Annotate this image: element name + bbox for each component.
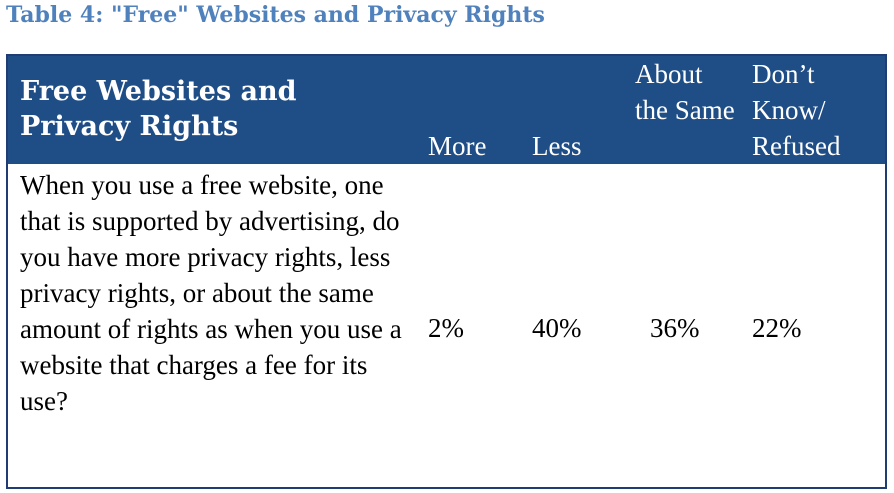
table-row: When you use a free website, one that is… [8, 164, 885, 487]
header-topic: Free Websites and Privacy Rights [20, 76, 297, 142]
value-dont-know-refused: 22% [752, 313, 802, 343]
table-caption: Table 4: "Free" Websites and Privacy Rig… [6, 2, 545, 28]
question-text: When you use a free website, one that is… [20, 170, 402, 416]
header-dont-know-refused: Don’t Know/ Refused [752, 59, 841, 161]
header-about-the-same: About the Same [635, 59, 735, 125]
table-header-row: Free Websites and Privacy Rights More Le… [8, 56, 885, 164]
survey-table: Free Websites and Privacy Rights More Le… [6, 54, 887, 489]
header-more: More [428, 131, 487, 161]
value-more: 2% [428, 313, 464, 343]
value-about-the-same: 36% [650, 313, 700, 343]
header-less: Less [532, 131, 582, 161]
value-less: 40% [532, 313, 582, 343]
